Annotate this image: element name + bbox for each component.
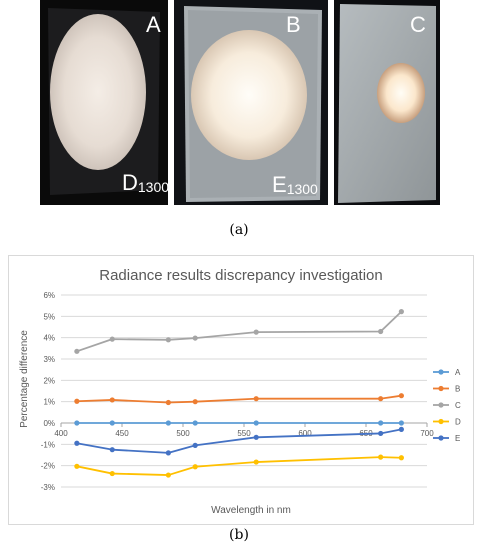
data-point-a (253, 420, 259, 426)
y-tick-label: 0% (43, 419, 55, 428)
legend-marker-d (438, 418, 444, 425)
data-point-e (165, 450, 171, 456)
photo-a-image (40, 0, 168, 205)
data-point-b (74, 398, 80, 404)
data-point-e (253, 434, 259, 440)
x-tick-label: 400 (54, 429, 68, 438)
data-point-b (398, 393, 404, 399)
photo-panel-a: A D1300 (40, 0, 168, 205)
legend-label-e: E (455, 434, 460, 443)
photo-panel-c: C (334, 0, 440, 205)
legend-label-d: D (455, 418, 461, 427)
data-point-e (378, 430, 384, 437)
y-axis-label: Percentage difference (19, 330, 30, 428)
legend-marker-b (438, 385, 444, 392)
data-point-a (192, 420, 198, 426)
data-point-a (165, 420, 171, 426)
data-point-d (192, 464, 198, 470)
data-point-c (165, 337, 171, 343)
panel-a-tag-sub: 1300 (137, 179, 168, 195)
data-point-c (378, 328, 384, 335)
panel-b-tag-sub: 1300 (286, 181, 318, 197)
axes: -3%-2%-1%0%1%2%3%4%5%6%400 450 500 550 600 65… (41, 291, 434, 492)
gridlines (61, 294, 427, 488)
caption-a: (a) (229, 222, 249, 238)
data-point-a (378, 420, 384, 426)
caption-b: (b) (229, 527, 249, 543)
y-tick-label: -1% (41, 440, 55, 449)
data-point-c (253, 329, 259, 335)
data-point-c (109, 336, 115, 342)
y-tick-label: 5% (43, 312, 55, 321)
panel-b-letter: B (286, 12, 301, 37)
y-tick-label: 2% (43, 376, 55, 385)
x-tick-label: 600 (298, 429, 312, 438)
legend-marker-c (438, 402, 444, 408)
legend-label-a: A (455, 368, 461, 377)
data-point-d (378, 454, 384, 460)
panel-a-letter: A (146, 12, 161, 37)
y-tick-label: -2% (41, 462, 55, 471)
x-axis-label: Wavelength in nm (211, 505, 291, 516)
data-point-e (74, 440, 80, 446)
data-point-a (74, 420, 80, 426)
data-point-e (398, 426, 404, 432)
series-line-c (76, 310, 403, 353)
line-chart: Radiance results discrepancy investigati… (19, 267, 461, 516)
data-point-c (192, 335, 198, 341)
photo-c-image (334, 0, 440, 205)
x-tick-label: 450 (115, 429, 129, 438)
y-tick-label: -3% (41, 483, 55, 492)
x-tick-label: 550 (237, 429, 251, 438)
data-point-c (398, 309, 404, 315)
chart-title: Radiance results discrepancy investigati… (99, 267, 382, 284)
data-point-b (109, 397, 115, 403)
photo-panel-b: B E1300 (174, 0, 328, 205)
panel-a-tag: D1300 (122, 170, 168, 196)
data-point-a (109, 420, 115, 426)
data-point-e (109, 447, 115, 453)
data-point-b (192, 399, 198, 405)
data-point-d (109, 470, 115, 477)
data-point-c (74, 348, 80, 354)
y-tick-label: 4% (43, 334, 55, 343)
data-point-b (165, 399, 171, 406)
series-lines (74, 309, 404, 478)
y-tick-label: 6% (43, 291, 55, 300)
panel-a-tag-main: D (122, 170, 138, 195)
data-point-d (74, 463, 80, 469)
data-point-b (378, 396, 384, 402)
legend-label-b: B (455, 385, 460, 394)
legend-marker-a (438, 369, 444, 375)
chart-container: Radiance results discrepancy investigati… (8, 255, 474, 525)
photo-row: A D1300 B E1300 (40, 0, 440, 205)
y-tick-label: 1% (43, 398, 55, 407)
y-tick-label: 3% (43, 355, 55, 364)
x-tick-label: 700 (420, 429, 434, 438)
panel-c-letter: C (410, 12, 426, 37)
data-point-d (253, 459, 259, 465)
data-point-d (165, 472, 171, 478)
panel-b-tag: E1300 (272, 172, 318, 198)
data-point-e (192, 442, 198, 448)
legend-label-c: C (455, 401, 461, 410)
data-point-a (398, 420, 404, 426)
data-point-b (253, 396, 259, 402)
x-tick-label: 500 (176, 429, 190, 438)
data-point-d (398, 455, 404, 461)
panel-b-tag-main: E (272, 172, 287, 197)
photo-b-image (174, 0, 328, 205)
legend-marker-e (438, 435, 444, 441)
